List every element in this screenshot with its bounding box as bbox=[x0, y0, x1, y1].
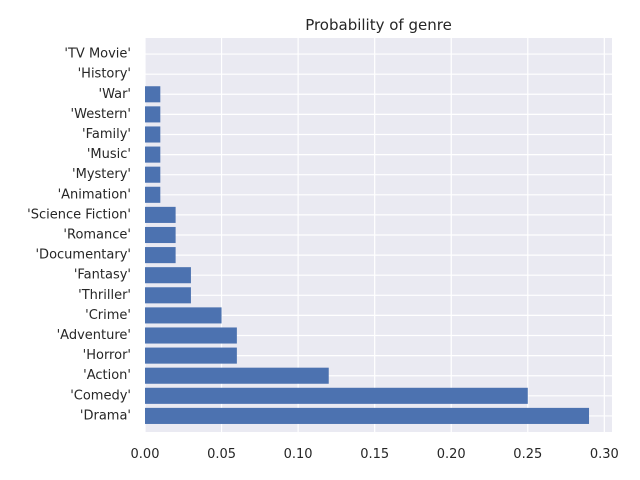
bar bbox=[145, 106, 161, 123]
x-tick-label: 0.20 bbox=[437, 447, 466, 462]
y-tick-label: 'Thriller' bbox=[78, 288, 131, 303]
bar bbox=[145, 126, 161, 143]
y-tick-label: 'Fantasy' bbox=[74, 268, 131, 283]
bar bbox=[145, 307, 222, 324]
x-tick-label: 0.30 bbox=[590, 447, 619, 462]
bar bbox=[145, 166, 161, 183]
y-tick-label: 'Comedy' bbox=[70, 388, 131, 403]
y-tick-label: 'Drama' bbox=[80, 408, 131, 423]
bar bbox=[145, 146, 161, 163]
bar bbox=[145, 186, 161, 203]
x-tick-label: 0.25 bbox=[513, 447, 542, 462]
y-tick-label: 'Crime' bbox=[85, 308, 131, 323]
y-tick-label: 'History' bbox=[78, 67, 131, 82]
y-tick-label: 'Horror' bbox=[83, 348, 131, 363]
x-tick-label: 0.05 bbox=[207, 447, 236, 462]
bar bbox=[145, 367, 329, 384]
bar bbox=[145, 407, 590, 424]
y-tick-labels: 'Drama' 'Comedy' 'Action' 'Horror' 'Adventur… bbox=[27, 47, 131, 424]
bar bbox=[145, 226, 176, 244]
y-tick-label: 'Documentary' bbox=[35, 248, 131, 263]
chart-title: Probability of genre bbox=[305, 16, 452, 34]
y-tick-label: 'Adventure' bbox=[57, 328, 131, 343]
y-tick-label: 'Romance' bbox=[63, 228, 131, 243]
y-tick-label: 'Western' bbox=[71, 107, 131, 122]
y-tick-label: 'Music' bbox=[87, 147, 131, 162]
x-tick-label: 0.00 bbox=[131, 447, 160, 462]
bar bbox=[145, 86, 161, 103]
y-tick-label: 'Family' bbox=[82, 127, 131, 142]
x-tick-label: 0.10 bbox=[284, 447, 313, 462]
bar bbox=[145, 267, 191, 284]
bar bbox=[145, 206, 176, 223]
y-tick-label: 'Animation' bbox=[58, 187, 131, 202]
x-tick-labels: 0.00 0.05 0.10 0.15 0.20 0.25 0.30 bbox=[131, 447, 619, 462]
bar bbox=[145, 247, 176, 264]
bar bbox=[145, 347, 237, 364]
bar bbox=[145, 327, 237, 344]
x-tick-label: 0.15 bbox=[360, 447, 389, 462]
y-tick-label: 'TV Movie' bbox=[64, 47, 131, 62]
bar bbox=[145, 387, 528, 404]
y-tick-label: 'Action' bbox=[83, 368, 131, 383]
bar bbox=[145, 287, 191, 304]
y-tick-label: 'War' bbox=[99, 87, 131, 102]
y-tick-label: 'Science Fiction' bbox=[27, 207, 131, 222]
bars bbox=[145, 86, 590, 424]
y-tick-label: 'Mystery' bbox=[72, 167, 131, 182]
